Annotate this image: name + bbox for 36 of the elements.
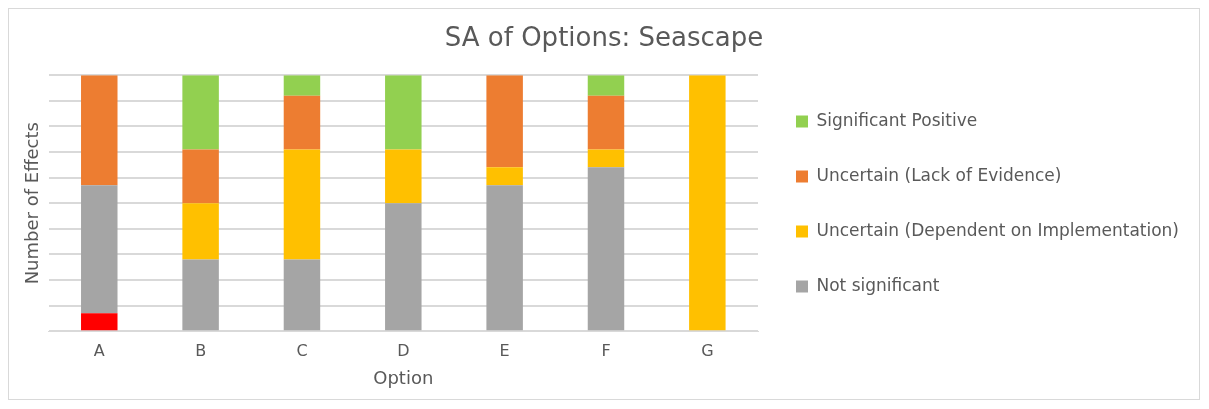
x-tick-label: E xyxy=(499,340,510,360)
bar xyxy=(283,259,321,331)
bar xyxy=(486,75,523,168)
bar xyxy=(385,149,422,204)
bar xyxy=(587,167,625,331)
x-tick-label: C xyxy=(296,340,308,360)
bar xyxy=(385,75,422,150)
legend-label: Significant Positive xyxy=(816,109,978,130)
x-tick-label: A xyxy=(93,340,105,360)
legend-label: Uncertain (Lack of Evidence) xyxy=(816,164,1062,185)
bar xyxy=(283,149,321,260)
x-tick-label: D xyxy=(397,340,410,360)
bar xyxy=(283,95,321,150)
bar xyxy=(486,167,523,186)
bar xyxy=(486,185,523,331)
bar xyxy=(81,313,118,331)
bar xyxy=(587,95,625,150)
bar xyxy=(283,75,321,96)
bar xyxy=(587,149,625,168)
bar xyxy=(587,75,625,96)
y-axis-title: Number of Effects xyxy=(21,122,43,285)
bar xyxy=(182,203,219,260)
bar xyxy=(385,203,422,331)
x-axis-title: Option xyxy=(373,366,434,388)
x-tick-label: B xyxy=(195,340,207,360)
bar xyxy=(81,75,118,186)
bar xyxy=(81,185,118,314)
bar xyxy=(182,259,219,331)
bar xyxy=(689,75,726,331)
legend-label: Not significant xyxy=(816,274,940,295)
chart-title: SA of Options: Seascape xyxy=(444,22,764,53)
bar xyxy=(182,149,219,204)
bar xyxy=(182,75,219,150)
legend-label: Uncertain (Dependent on Implementation) xyxy=(816,219,1179,240)
x-tick-label: G xyxy=(701,340,714,360)
x-tick-label: F xyxy=(601,340,611,360)
